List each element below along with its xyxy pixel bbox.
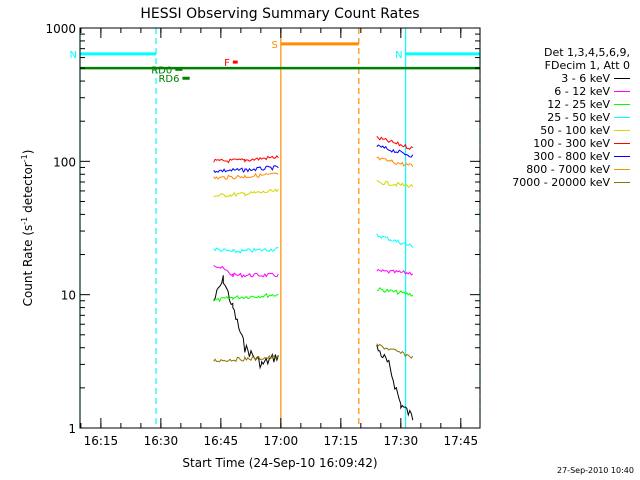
legend-header-line-2: FDecim 1, Att 0	[544, 59, 630, 72]
x-tick-label-5: 17:30	[384, 434, 419, 448]
legend-swatch-1	[614, 91, 630, 92]
legend-label-2: 12 - 25 keV	[547, 98, 610, 111]
legend-swatch-0	[614, 78, 630, 79]
legend-swatch-3	[614, 117, 630, 118]
legend-entry-7: 800 - 7000 keV	[470, 163, 630, 176]
series-8-segment-1	[213, 354, 279, 363]
legend-entry-3: 25 - 50 keV	[470, 111, 630, 124]
annotation-label-1: N	[395, 50, 402, 61]
series-1-segment-1	[213, 265, 279, 279]
series-7-segment-1	[213, 172, 279, 180]
legend-label-8: 7000 - 20000 keV	[512, 176, 610, 189]
x-tick-label-0: 16:15	[84, 434, 119, 448]
timestamp: 27-Sep-2010 10:40	[557, 466, 634, 475]
y-tick-label-3: 1000	[45, 22, 76, 36]
legend-entry-5: 100 - 300 keV	[470, 137, 630, 150]
legend-label-7: 800 - 7000 keV	[526, 163, 610, 176]
legend-label-0: 3 - 6 keV	[561, 72, 610, 85]
legend-swatch-2	[614, 104, 630, 105]
legend-swatch-8	[614, 182, 630, 183]
series-4-segment-2	[376, 179, 414, 189]
series-6-segment-1	[213, 165, 279, 173]
series-2-segment-1	[213, 292, 279, 303]
chart-title: HESSI Observing Summary Count Rates	[140, 6, 419, 22]
series-2-segment-2	[376, 286, 414, 297]
series-8-segment-2	[376, 343, 414, 359]
plot-frame	[79, 27, 481, 429]
legend-entry-4: 50 - 100 keV	[470, 124, 630, 137]
annotation-label-3: F	[224, 58, 230, 69]
annotation-label-5: RD0	[151, 65, 172, 76]
x-tick-label-4: 17:15	[324, 434, 359, 448]
legend-swatch-5	[614, 143, 630, 144]
series-4-segment-1	[213, 188, 279, 198]
series-7-segment-2	[376, 156, 414, 167]
x-axis-label: Start Time (24-Sep-10 16:09:42)	[182, 456, 377, 470]
series-5-segment-1	[213, 154, 279, 164]
legend-header-line-1: Det 1,3,4,5,6,9,	[543, 46, 630, 59]
legend-entry-6: 300 - 800 keV	[470, 150, 630, 163]
legend-label-4: 50 - 100 keV	[540, 124, 610, 137]
x-tick-label-6: 17:45	[444, 434, 479, 448]
legend: Det 1,3,4,5,6,9, FDecim 1, Att 0 3 - 6 k…	[470, 46, 630, 189]
legend-label-1: 6 - 12 keV	[554, 85, 610, 98]
legend-swatch-6	[614, 156, 630, 157]
annotation-label-4: RD6	[158, 74, 179, 85]
legend-swatch-4	[614, 130, 630, 131]
y-tick-label-1: 10	[61, 289, 76, 303]
legend-swatch-7	[614, 169, 630, 170]
y-tick-label-2: 100	[53, 155, 76, 169]
legend-entry-8: 7000 - 20000 keV	[470, 176, 630, 189]
legend-entry-0: 3 - 6 keV	[470, 72, 630, 85]
y-tick-label-0: 1	[68, 422, 76, 436]
legend-label-6: 300 - 800 keV	[533, 150, 610, 163]
series-0-segment-2	[376, 344, 414, 421]
annotation-label-0: N	[70, 50, 77, 61]
x-tick-label-2: 16:45	[204, 434, 239, 448]
series-0-segment-1	[213, 275, 279, 370]
series-1-segment-2	[376, 268, 414, 276]
legend-entry-1: 6 - 12 keV	[470, 85, 630, 98]
series-5-segment-2	[376, 135, 414, 151]
legend-label-3: 25 - 50 keV	[547, 111, 610, 124]
y-axis-label: Count Rate (s-1 detector-1)	[20, 150, 35, 307]
x-tick-label-3: 17:00	[264, 434, 299, 448]
legend-entry-2: 12 - 25 keV	[470, 98, 630, 111]
series-3-segment-1	[213, 246, 279, 254]
legend-label-5: 100 - 300 keV	[533, 137, 610, 150]
x-tick-label-1: 16:30	[144, 434, 179, 448]
annotation-label-2: S	[271, 40, 277, 51]
series-6-segment-2	[376, 144, 414, 158]
series-3-segment-2	[376, 233, 414, 248]
